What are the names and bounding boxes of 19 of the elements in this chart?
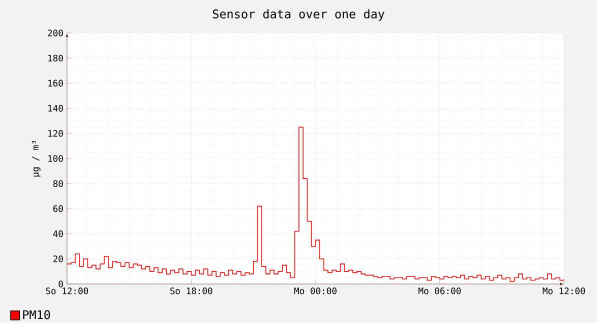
- y-tick-label: 60: [53, 206, 63, 212]
- x-tick-label: So 18:00: [170, 288, 212, 295]
- legend-label: PM10: [23, 310, 50, 320]
- x-tick-label: Mo 12:00: [542, 288, 586, 295]
- y-tick-label: 140: [48, 105, 63, 112]
- x-tick-label: Mo 00:00: [294, 288, 337, 295]
- y-tick-label: 0: [58, 280, 63, 288]
- y-tick-label: 40: [53, 230, 63, 238]
- y-tick-label: 160: [48, 80, 63, 87]
- y-tick-label: 80: [53, 180, 63, 188]
- x-tick-label: Mo 06:00: [418, 288, 461, 295]
- chart-title: Sensor data over one day: [212, 9, 384, 22]
- y-axis-title: µg / m³: [32, 141, 40, 177]
- y-tick-label: 20: [53, 256, 63, 263]
- y-tick-label: 180: [48, 54, 63, 62]
- y-tick-label: 100: [48, 155, 63, 162]
- y-tick-label: 120: [48, 130, 63, 138]
- y-tick-label: 200: [48, 30, 63, 37]
- x-tick-label: So 12:00: [46, 288, 88, 295]
